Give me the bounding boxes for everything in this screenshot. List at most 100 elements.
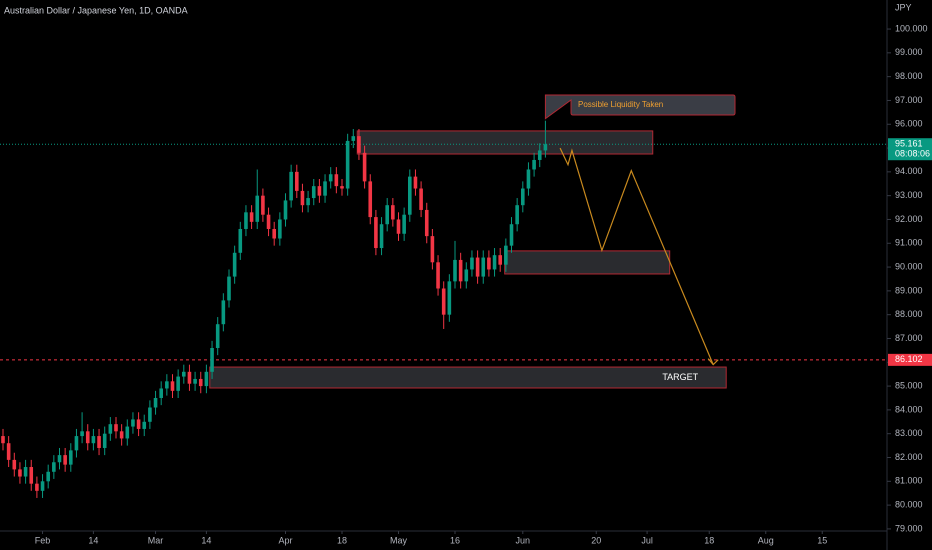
y-tick-label: 91.000 bbox=[895, 238, 923, 248]
candle-body bbox=[537, 150, 542, 160]
y-tick-label: 82.000 bbox=[895, 452, 923, 462]
last-price-label: 95.161 bbox=[895, 139, 923, 149]
candle-body bbox=[278, 219, 282, 239]
x-tick-label: 14 bbox=[88, 535, 98, 545]
candle-body bbox=[368, 181, 373, 218]
candle-body bbox=[29, 467, 34, 484]
zone bbox=[356, 130, 654, 155]
candle-body bbox=[153, 397, 158, 408]
y-tick-label: 94.000 bbox=[895, 166, 923, 176]
candle-body bbox=[481, 257, 486, 277]
candle-body bbox=[97, 436, 101, 448]
candle-body bbox=[119, 431, 124, 439]
y-tick-label: 88.000 bbox=[895, 309, 923, 319]
candle-body bbox=[283, 200, 288, 220]
candle-body bbox=[227, 276, 231, 301]
candle-body bbox=[204, 371, 209, 387]
candle-body bbox=[453, 259, 457, 282]
x-tick-label: Feb bbox=[35, 535, 51, 545]
candle-body bbox=[526, 169, 531, 189]
currency-label: JPY bbox=[895, 2, 912, 12]
candle-body bbox=[289, 171, 293, 201]
countdown-label: 08:08:06 bbox=[895, 149, 930, 159]
y-tick-label: 83.000 bbox=[895, 428, 923, 438]
candle-body bbox=[148, 407, 152, 422]
candle-body bbox=[475, 257, 480, 277]
candle-body bbox=[187, 371, 192, 384]
candle-body bbox=[18, 469, 22, 477]
x-tick-label: 15 bbox=[817, 535, 827, 545]
x-tick-label: 18 bbox=[337, 535, 347, 545]
y-tick-label: 93.000 bbox=[895, 190, 923, 200]
y-tick-label: 81.000 bbox=[895, 476, 923, 486]
candle-body bbox=[74, 436, 79, 451]
candle-body bbox=[35, 483, 39, 491]
candle-body bbox=[334, 174, 339, 187]
candle-body bbox=[345, 140, 350, 189]
candle-body bbox=[114, 424, 118, 432]
candle-body bbox=[159, 388, 163, 398]
candle-body bbox=[504, 245, 508, 265]
zone bbox=[209, 366, 727, 389]
candle-body bbox=[374, 217, 378, 249]
candle-body bbox=[102, 433, 107, 448]
y-tick-label: 79.000 bbox=[895, 523, 923, 533]
candle-body bbox=[57, 455, 62, 463]
candle-body bbox=[436, 262, 440, 289]
candle-body bbox=[232, 252, 237, 277]
candle-body bbox=[165, 381, 169, 389]
candle-body bbox=[1, 436, 5, 444]
candle-body bbox=[515, 205, 519, 225]
candle-body bbox=[357, 136, 361, 153]
y-tick-label: 80.000 bbox=[895, 499, 923, 509]
candle-body bbox=[68, 450, 73, 465]
x-tick-label: Jun bbox=[516, 535, 531, 545]
candle-body bbox=[391, 205, 395, 220]
y-tick-label: 84.000 bbox=[895, 404, 923, 414]
callout-text: Possible Liquidity Taken bbox=[578, 100, 663, 109]
candle-body bbox=[176, 376, 180, 391]
candle-body bbox=[498, 255, 502, 265]
candle-body bbox=[362, 152, 367, 182]
y-tick-label: 90.000 bbox=[895, 261, 923, 271]
candle-body bbox=[261, 195, 265, 215]
candle-body bbox=[221, 300, 226, 325]
candle-body bbox=[210, 348, 214, 372]
y-tick-label: 87.000 bbox=[895, 333, 923, 343]
candle-body bbox=[328, 174, 333, 182]
candle-body bbox=[520, 188, 525, 206]
candle-body bbox=[543, 144, 548, 151]
candle-body bbox=[300, 190, 305, 206]
candle-body bbox=[532, 159, 536, 170]
x-tick-label: 18 bbox=[704, 535, 714, 545]
candle-body bbox=[407, 176, 412, 215]
y-tick-label: 96.000 bbox=[895, 119, 923, 129]
candle-body bbox=[470, 257, 474, 270]
candle-body bbox=[6, 443, 11, 460]
candle-body bbox=[23, 467, 28, 477]
candle-body bbox=[385, 205, 389, 225]
y-tick-label: 97.000 bbox=[895, 95, 923, 105]
candle-body bbox=[136, 419, 141, 429]
candle-body bbox=[108, 424, 113, 434]
candle-body bbox=[379, 224, 384, 249]
candle-body bbox=[441, 288, 446, 315]
x-tick-label: 14 bbox=[201, 535, 211, 545]
candle-body bbox=[142, 421, 147, 429]
candle-body bbox=[306, 198, 310, 206]
candle-body bbox=[131, 419, 135, 427]
y-tick-label: 92.000 bbox=[895, 214, 923, 224]
candle-body bbox=[402, 214, 406, 234]
candle-body bbox=[255, 195, 260, 222]
x-tick-label: 16 bbox=[450, 535, 460, 545]
candle-body bbox=[238, 228, 243, 253]
target-price-badge bbox=[888, 353, 932, 366]
candle-body bbox=[215, 324, 220, 349]
candle-body bbox=[294, 171, 299, 191]
candle-body bbox=[125, 426, 130, 439]
candle-body bbox=[266, 214, 271, 229]
x-tick-label: Aug bbox=[758, 535, 774, 545]
candle-body bbox=[181, 371, 186, 377]
candle-body bbox=[430, 236, 435, 263]
candle-body bbox=[340, 186, 344, 189]
